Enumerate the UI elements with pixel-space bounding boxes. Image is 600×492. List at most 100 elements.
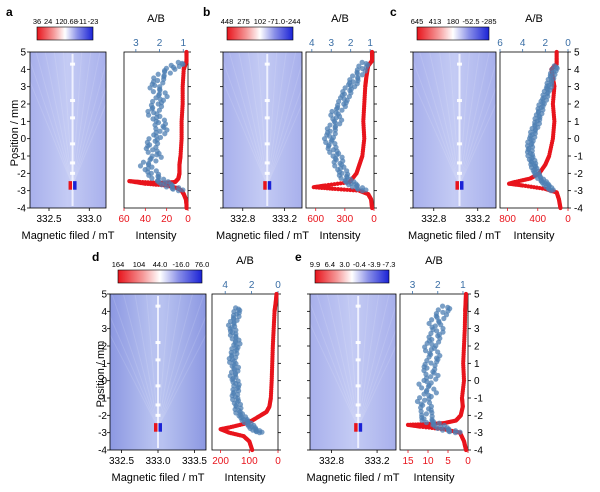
map-bright-spot: [456, 116, 462, 120]
intensity-tick-label: 40: [140, 214, 152, 225]
intensity-frame: [211, 293, 279, 451]
map-streak: [26, 51, 74, 186]
intensity-point: [345, 187, 350, 192]
ratio-point: [147, 85, 153, 91]
panel-c: 645 413 180 -52.5 -285 332.8 333.2 Magnetic fil…: [399, 13, 571, 242]
y-tick-label: -3: [98, 428, 107, 439]
y-tick-label: -4: [574, 204, 583, 215]
map-x-tick-label: 333.0: [145, 456, 170, 467]
spectral-map: [223, 52, 302, 208]
colorbar: [416, 26, 490, 41]
intensity-tick-label: 10: [422, 456, 434, 467]
ratio-tick-label: 1: [180, 38, 186, 49]
ratio-point: [158, 154, 164, 160]
colorbar-label: 36: [33, 17, 41, 26]
map-blue-spot: [358, 423, 363, 432]
map-streak: [72, 51, 128, 186]
map-bright-spot: [155, 403, 161, 407]
y-tick-label: 1: [20, 117, 26, 128]
ratio-point: [175, 59, 181, 65]
ratio-point: [150, 147, 156, 153]
map-streak: [111, 293, 159, 428]
ratio-point: [426, 320, 432, 327]
y-tick-label: 4: [474, 307, 480, 318]
ratio-point: [227, 359, 233, 365]
map-x-tick-label: 332.8: [319, 456, 344, 467]
colorbar-label: -23: [88, 17, 99, 26]
map-x-tick-label: 333.2: [272, 214, 297, 225]
y-tick-label: 2: [101, 342, 107, 353]
ratio-tick-label: 1: [460, 280, 466, 291]
ratio-point: [429, 317, 435, 323]
ratio-point: [152, 82, 158, 89]
y-tick-label: -3: [17, 186, 26, 197]
ratio-point: [548, 188, 554, 194]
map-streak: [157, 293, 194, 428]
map-frame: [222, 51, 303, 209]
ratio-point: [327, 122, 333, 128]
ratio-point: [421, 397, 428, 403]
y-tick-label: 1: [101, 359, 107, 370]
spectral-map: [310, 294, 396, 450]
intensity-tick-label: 20: [161, 214, 173, 225]
ratio-point: [355, 186, 361, 192]
ratio-tick-label: 1: [367, 38, 373, 49]
intensity-point: [369, 205, 375, 211]
ratio-point: [326, 133, 333, 139]
intensity-point: [339, 187, 344, 192]
ratio-point: [440, 329, 446, 335]
ratio-point: [443, 312, 450, 318]
ratio-point: [145, 112, 152, 118]
y-axis-label-bottom: Position / mm: [95, 341, 107, 408]
ratio-point: [342, 85, 348, 91]
panel-label-d: d: [92, 250, 99, 264]
map-frame: [412, 51, 497, 209]
intensity-tick-label: 100: [241, 456, 258, 467]
ratio-point: [419, 417, 425, 423]
ratio-point: [150, 89, 156, 95]
intensity-point: [342, 187, 347, 192]
colorbar-label: 413: [429, 17, 442, 26]
y-tick-label: -4: [474, 446, 483, 457]
map-bright-spot: [70, 142, 76, 146]
map-streak: [409, 51, 460, 186]
map-bright-spot: [355, 384, 361, 388]
colorbar-label: 164: [112, 260, 125, 269]
ratio-point: [457, 429, 463, 435]
ratio-series: [414, 303, 463, 436]
intensity-tick-label: 0: [275, 456, 281, 467]
map-streak: [72, 51, 110, 186]
map-streak: [157, 293, 205, 428]
map-x-tick-label: 333.0: [77, 214, 102, 225]
ratio-point: [176, 63, 182, 69]
y-tick-label: 2: [474, 342, 480, 353]
colorbar: [36, 26, 94, 41]
ratio-point: [162, 131, 168, 137]
colorbar-label: -52.5: [462, 17, 479, 26]
intensity-series: [218, 291, 279, 453]
intensity-tick-label: 0: [465, 456, 471, 467]
y-tick-label: 5: [101, 290, 107, 301]
colorbar-label: -71.0: [268, 17, 285, 26]
ratio-axis-label: A/B: [147, 13, 165, 25]
y-axis-ticks-c: 5 4 3 2 1 0 -1 -2 -3 -4: [574, 48, 583, 215]
panel-label-a: a: [6, 5, 13, 19]
map-bright-spot: [355, 358, 361, 362]
map-streak: [238, 51, 268, 186]
intensity-point: [336, 187, 341, 192]
map-x-axis-label: Magnetic filed / mT: [307, 472, 400, 484]
map-streak: [266, 51, 287, 186]
map-bright-spot: [70, 116, 76, 120]
colorbar-label: 448: [221, 17, 234, 26]
y-axis-ticks-a: 5 4 3 2 1 0 -1 -2 -3 -4: [17, 48, 26, 215]
intensity-point: [333, 186, 338, 192]
colorbar-label: -244: [285, 17, 300, 26]
intensity-tick-label: 15: [402, 456, 414, 467]
y-axis-label-top: Position / mm: [9, 100, 21, 167]
map-streak: [122, 293, 159, 428]
y-tick-label: -4: [17, 204, 26, 215]
spectral-map: [413, 52, 496, 208]
ratio-point: [346, 182, 352, 188]
map-bright-spot: [355, 341, 361, 345]
map-streak: [53, 51, 74, 186]
